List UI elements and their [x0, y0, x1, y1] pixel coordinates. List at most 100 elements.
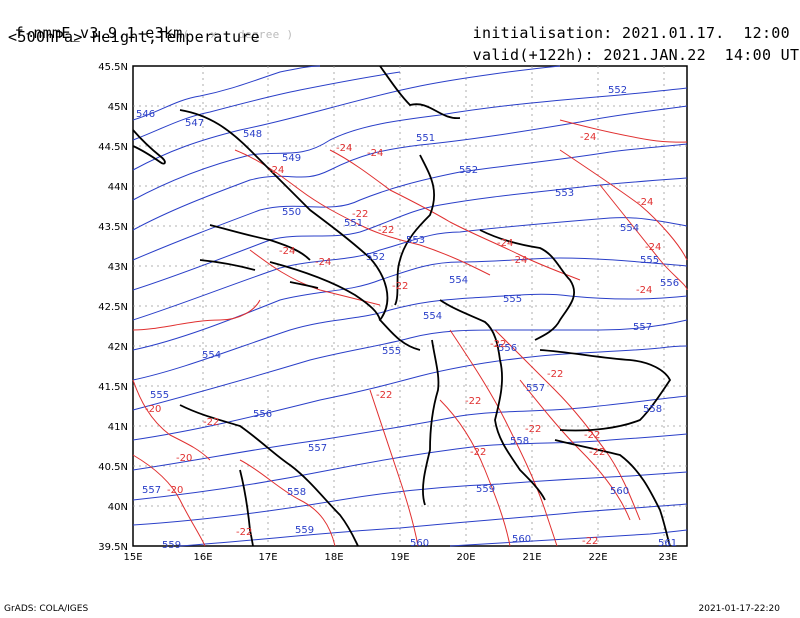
height-label: 555: [503, 294, 522, 305]
temperature-label: -22: [465, 396, 481, 407]
height-label: 559: [476, 484, 495, 495]
height-label: 548: [243, 129, 262, 140]
model-resolution: ( . x . degree ): [182, 28, 294, 41]
height-label: 557: [633, 322, 652, 333]
height-label: 556: [498, 343, 517, 354]
height-label: 556: [660, 278, 679, 289]
height-label: 560: [512, 534, 531, 545]
lat-tick: 44.5N: [98, 142, 128, 153]
valid-value: 2021.JAN.22 14:00 UTC: [603, 46, 800, 64]
lon-tick: 16E: [193, 552, 212, 563]
height-label: 555: [640, 255, 659, 266]
lat-tick: 42.5N: [98, 302, 128, 313]
temperature-label: -24: [580, 132, 596, 143]
lon-tick: 23E: [658, 552, 677, 563]
footer-timestamp: 2021-01-17-22:20: [698, 604, 781, 614]
coastline-borders: [132, 65, 672, 547]
temperature-labels: -24 -24 -24 -24 -24 -24 -24 -24 -24 -24 …: [145, 132, 661, 547]
height-labels: 546 547 548 549 550 551 552 551 552 552 …: [136, 85, 679, 551]
height-label: 558: [643, 404, 662, 415]
height-label: 546: [136, 109, 155, 120]
height-label: 561: [658, 538, 677, 549]
temperature-label: -24: [636, 285, 652, 296]
height-label: 551: [416, 133, 435, 144]
init-label: initialisation:: [472, 24, 613, 42]
temperature-contours: [132, 119, 688, 547]
temperature-label: -22: [525, 424, 541, 435]
temperature-label: -24: [268, 165, 284, 176]
temperature-label: -20: [167, 485, 183, 496]
init-value: 2021.01.17. 12:00 UTC: [621, 24, 800, 42]
temperature-label: -22: [547, 369, 563, 380]
temperature-label: -24: [637, 197, 653, 208]
height-label: 552: [459, 165, 478, 176]
height-contours: [132, 65, 688, 547]
temperature-label: -20: [176, 453, 192, 464]
temperature-label: -22: [584, 430, 600, 441]
valid-label: valid(+122h):: [472, 46, 594, 64]
lon-tick: 19E: [390, 552, 409, 563]
height-label: 559: [295, 525, 314, 536]
lat-tick: 40.5N: [98, 462, 128, 473]
lat-tick: 44N: [108, 182, 128, 193]
height-label: 557: [308, 443, 327, 454]
lat-tick-labels: 45.5N 45N 44.5N 44N 43.5N 43N 42.5N 42N …: [98, 62, 128, 553]
temperature-label: -24: [336, 143, 352, 154]
temperature-label: -22: [490, 339, 506, 350]
height-label: 557: [142, 485, 161, 496]
lat-tick: 45N: [108, 102, 128, 113]
model-name: f-nmmE_v3.9.1-e3km: [14, 24, 183, 42]
temperature-label: -22: [392, 281, 408, 292]
lat-tick: 39.5N: [98, 542, 128, 553]
temperature-label: -22: [352, 209, 368, 220]
height-label: 550: [282, 207, 301, 218]
height-label: 557: [526, 383, 545, 394]
temperature-label: -22: [203, 417, 219, 428]
height-label: 554: [202, 350, 221, 361]
height-label: 555: [150, 390, 169, 401]
field-title: <500hPa> Height,Temperature: [8, 28, 260, 46]
height-label: 555: [382, 346, 401, 357]
height-label: 558: [287, 487, 306, 498]
model-title: f-nmmE_v3.9.1-e3km( . x . degree ): [0, 6, 293, 42]
init-time: initialisation: 2021.01.17. 12:00 UTC: [454, 6, 800, 42]
lat-tick: 41N: [108, 422, 128, 433]
temperature-label: -24: [279, 246, 295, 257]
height-label: 560: [410, 538, 429, 549]
lat-tick: 40N: [108, 502, 128, 513]
height-label: 554: [620, 223, 639, 234]
temperature-label: -22: [582, 536, 598, 547]
lon-tick: 21E: [522, 552, 541, 563]
height-label: 559: [162, 540, 181, 551]
lon-tick: 15E: [123, 552, 142, 563]
temperature-label: -20: [145, 404, 161, 415]
height-label: 553: [555, 188, 574, 199]
temperature-label: -22: [589, 447, 605, 458]
temperature-label: -24: [511, 255, 527, 266]
height-label: 549: [282, 153, 301, 164]
lon-tick: 20E: [456, 552, 475, 563]
temperature-label: -22: [376, 390, 392, 401]
temperature-label: -24: [497, 238, 513, 249]
height-label: 554: [423, 311, 442, 322]
temperature-label: -24: [367, 148, 383, 159]
lat-tick: 41.5N: [98, 382, 128, 393]
lat-tick: 42N: [108, 342, 128, 353]
lat-tick: 43N: [108, 262, 128, 273]
height-label: 552: [608, 85, 627, 96]
height-label: 547: [185, 118, 204, 129]
height-label: 552: [366, 252, 385, 263]
footer-credit: GrADS: COLA/IGES: [4, 604, 89, 614]
lon-tick: 18E: [324, 552, 343, 563]
lat-tick: 45.5N: [98, 62, 128, 73]
temperature-label: -22: [378, 225, 394, 236]
height-label: 560: [610, 486, 629, 497]
temperature-label: -22: [236, 527, 252, 538]
height-label: 558: [510, 436, 529, 447]
height-label: 553: [406, 235, 425, 246]
lat-tick: 43.5N: [98, 222, 128, 233]
height-label: 554: [449, 275, 468, 286]
height-label: 556: [253, 409, 272, 420]
height-label: 551: [344, 218, 363, 229]
